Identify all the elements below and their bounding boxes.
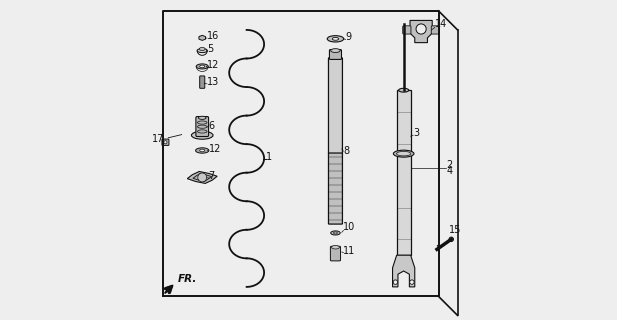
Text: 5: 5 <box>207 44 213 54</box>
Text: 12: 12 <box>207 60 220 70</box>
FancyBboxPatch shape <box>328 153 342 224</box>
Ellipse shape <box>331 245 339 249</box>
Text: 17: 17 <box>152 134 165 144</box>
FancyBboxPatch shape <box>328 58 342 154</box>
FancyBboxPatch shape <box>196 116 209 137</box>
Text: 15: 15 <box>449 225 461 235</box>
Text: 11: 11 <box>344 245 355 256</box>
Ellipse shape <box>200 149 205 152</box>
Ellipse shape <box>399 88 408 92</box>
Circle shape <box>449 237 453 242</box>
Polygon shape <box>193 173 212 182</box>
FancyBboxPatch shape <box>329 50 341 60</box>
Ellipse shape <box>327 36 344 42</box>
Ellipse shape <box>331 231 340 235</box>
Ellipse shape <box>199 116 206 119</box>
Circle shape <box>198 173 207 182</box>
Text: 3: 3 <box>413 128 420 138</box>
Text: 7: 7 <box>209 171 215 181</box>
FancyBboxPatch shape <box>330 246 341 261</box>
Ellipse shape <box>196 148 209 153</box>
Circle shape <box>164 141 167 144</box>
Text: 14: 14 <box>435 20 447 29</box>
FancyBboxPatch shape <box>162 139 169 145</box>
Text: 8: 8 <box>344 146 349 156</box>
Ellipse shape <box>333 37 339 40</box>
Polygon shape <box>188 172 217 183</box>
Circle shape <box>393 280 397 284</box>
Ellipse shape <box>196 64 209 69</box>
Ellipse shape <box>331 49 340 52</box>
Ellipse shape <box>200 65 205 68</box>
Polygon shape <box>199 35 205 40</box>
FancyBboxPatch shape <box>403 26 411 34</box>
FancyBboxPatch shape <box>200 76 205 88</box>
Polygon shape <box>392 255 415 287</box>
Text: 16: 16 <box>207 31 219 41</box>
Text: 12: 12 <box>209 144 221 154</box>
Text: 10: 10 <box>344 222 355 232</box>
Polygon shape <box>397 90 411 255</box>
Text: 9: 9 <box>346 32 352 42</box>
Ellipse shape <box>199 47 205 51</box>
Circle shape <box>416 24 426 34</box>
Text: 6: 6 <box>209 121 215 131</box>
Text: 2: 2 <box>447 160 453 170</box>
Ellipse shape <box>191 131 213 139</box>
Text: FR.: FR. <box>178 274 197 284</box>
Text: 13: 13 <box>207 76 219 86</box>
Ellipse shape <box>334 232 337 234</box>
Circle shape <box>410 280 414 284</box>
Polygon shape <box>410 20 433 43</box>
Text: 4: 4 <box>447 166 453 176</box>
Ellipse shape <box>394 150 414 157</box>
Ellipse shape <box>197 49 207 52</box>
FancyBboxPatch shape <box>431 26 439 34</box>
Text: 1: 1 <box>266 152 272 162</box>
Ellipse shape <box>397 151 411 156</box>
